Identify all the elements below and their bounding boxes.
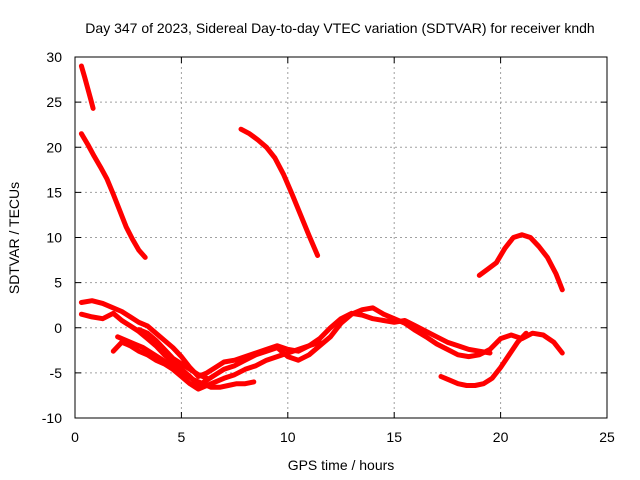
x-tick-label: 10 [280, 429, 296, 445]
series-arc-8 [115, 334, 257, 390]
y-tick-label: 25 [46, 94, 62, 110]
series-arc-10 [136, 327, 210, 381]
x-tick-label: 20 [493, 429, 509, 445]
series-arc-4 [476, 232, 565, 293]
x-tick-label: 5 [178, 429, 186, 445]
data-series [78, 63, 565, 392]
y-tick-label: -5 [50, 365, 63, 381]
y-tick-label: 10 [46, 230, 62, 246]
x-tick-label: 25 [599, 429, 615, 445]
y-axis-label: SDTVAR / TECUs [6, 182, 22, 294]
series-arc-3 [238, 126, 321, 258]
series-arc-6 [78, 305, 565, 388]
series-arc-1 [78, 63, 96, 111]
y-axis-ticks: -10 -5 0 5 10 15 20 25 30 [42, 49, 607, 426]
chart-title: Day 347 of 2023, Sidereal Day-to-day VTE… [85, 20, 594, 36]
y-tick-label: 30 [46, 49, 62, 65]
y-tick-label: 15 [46, 184, 62, 200]
x-axis-label: GPS time / hours [288, 457, 395, 473]
x-tick-label: 0 [71, 429, 79, 445]
x-axis-ticks: 0 5 10 15 20 25 [71, 57, 615, 445]
y-tick-label: 20 [46, 139, 62, 155]
y-tick-label: 0 [54, 320, 62, 336]
series-arc-9 [438, 330, 529, 388]
grid-lines [75, 57, 607, 418]
series-arc-2 [78, 131, 148, 260]
y-tick-label: 5 [54, 275, 62, 291]
y-tick-label: -10 [42, 410, 62, 426]
x-tick-label: 15 [386, 429, 402, 445]
